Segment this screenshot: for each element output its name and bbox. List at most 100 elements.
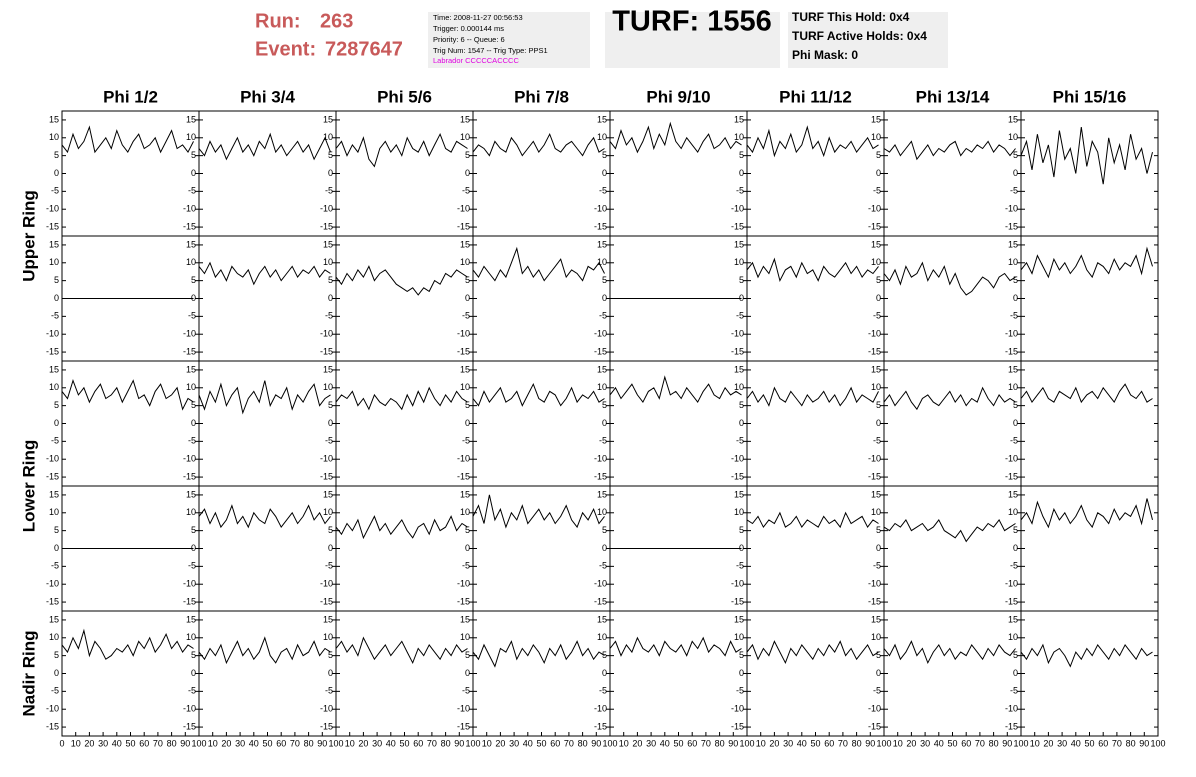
y-tick-label: -5 [325,311,333,321]
y-tick-label: -10 [1005,704,1018,714]
y-tick-label: 10 [49,257,59,267]
y-tick-label: 15 [323,614,333,624]
x-tick-label: 10 [71,738,81,748]
y-tick-label: -15 [1005,346,1018,356]
y-tick-label: 15 [871,114,881,124]
x-tick-label: 90 [317,738,327,748]
y-tick-label: 15 [871,364,881,374]
y-tick-label: 0 [602,418,607,428]
panel-frame [61,110,200,237]
y-tick-label: -15 [320,471,333,481]
y-tick-label: 15 [734,364,744,374]
y-tick-label: -10 [731,454,744,464]
column-title: Phi 9/10 [646,87,710,106]
panel-frame [198,235,337,362]
y-tick-label: 15 [734,614,744,624]
y-tick-label: 10 [49,132,59,142]
panel-frame [335,235,474,362]
y-tick-label: -10 [868,704,881,714]
waveform [883,140,1016,161]
y-tick-label: 5 [465,400,470,410]
y-tick-label: -5 [325,436,333,446]
info-line: Trig Num: 1547 -- Trig Type: PPS1 [433,46,548,55]
turf-info: TURF This Hold: 0x4 [792,10,910,24]
y-tick-label: -15 [868,221,881,231]
turf-info: TURF Active Holds: 0x4 [792,29,927,43]
x-tick-label: 80 [1126,738,1136,748]
y-tick-label: 5 [54,650,59,660]
panel-frame [883,610,1022,737]
y-tick-label: 15 [186,489,196,499]
y-tick-label: -10 [320,454,333,464]
y-tick-label: -15 [320,346,333,356]
y-tick-label: -15 [731,721,744,731]
y-tick-label: 5 [876,525,881,535]
waveform [472,246,605,282]
waveform [1020,383,1153,404]
y-tick-label: -10 [46,454,59,464]
y-tick-label: 10 [1008,507,1018,517]
y-tick-label: -10 [457,329,470,339]
y-tick-label: -15 [731,596,744,606]
panel-frame [472,610,611,737]
y-tick-label: -5 [1010,436,1018,446]
y-tick-label: -15 [320,721,333,731]
x-tick-label: 60 [139,738,149,748]
y-tick-label: 15 [734,489,744,499]
y-tick-label: 15 [323,364,333,374]
x-tick-label: 50 [125,738,135,748]
y-tick-label: 10 [323,382,333,392]
y-tick-label: -10 [731,704,744,714]
x-tick-label: 50 [1084,738,1094,748]
x-tick-label: 30 [920,738,930,748]
waveform [335,132,468,168]
y-tick-label: 15 [597,614,607,624]
panel-frame [335,110,474,237]
y-tick-label: 5 [328,400,333,410]
x-tick-label: 10 [208,738,218,748]
y-tick-label: -15 [457,221,470,231]
y-tick-label: -15 [46,596,59,606]
y-tick-label: 10 [460,257,470,267]
y-tick-label: -10 [594,454,607,464]
waveform [472,382,605,407]
y-tick-label: 5 [191,150,196,160]
panel-frame [746,110,885,237]
y-tick-label: -5 [736,686,744,696]
y-tick-label: -5 [51,436,59,446]
x-tick-label: 70 [701,738,711,748]
x-tick-label: 50 [262,738,272,748]
y-tick-label: 10 [871,132,881,142]
waveform [746,125,879,158]
y-tick-label: 5 [739,650,744,660]
waveform [1020,246,1153,279]
y-tick-label: 5 [1013,525,1018,535]
x-tick-label: 90 [454,738,464,748]
y-tick-label: 5 [602,400,607,410]
y-tick-label: 0 [191,293,196,303]
y-tick-label: -10 [868,579,881,589]
x-tick-label: 30 [509,738,519,748]
y-tick-label: 15 [1008,489,1018,499]
y-tick-label: -5 [873,436,881,446]
y-tick-label: -5 [188,311,196,321]
y-tick-label: 10 [871,257,881,267]
y-tick-label: 0 [328,543,333,553]
column-title: Phi 3/4 [240,87,295,106]
y-tick-label: 10 [734,507,744,517]
x-tick-label: 100 [602,738,617,748]
x-tick-label: 90 [1002,738,1012,748]
y-tick-label: 0 [602,168,607,178]
column-title: Phi 13/14 [916,87,990,106]
panel-frame [883,360,1022,487]
x-tick-label: 10 [619,738,629,748]
y-tick-label: -10 [320,704,333,714]
y-tick-label: -5 [599,186,607,196]
y-tick-label: 0 [465,293,470,303]
y-tick-label: 0 [1013,168,1018,178]
x-tick-label: 70 [975,738,985,748]
waveform [746,640,879,665]
y-tick-label: 10 [597,382,607,392]
panel-frame [61,360,200,487]
y-tick-label: -5 [736,311,744,321]
